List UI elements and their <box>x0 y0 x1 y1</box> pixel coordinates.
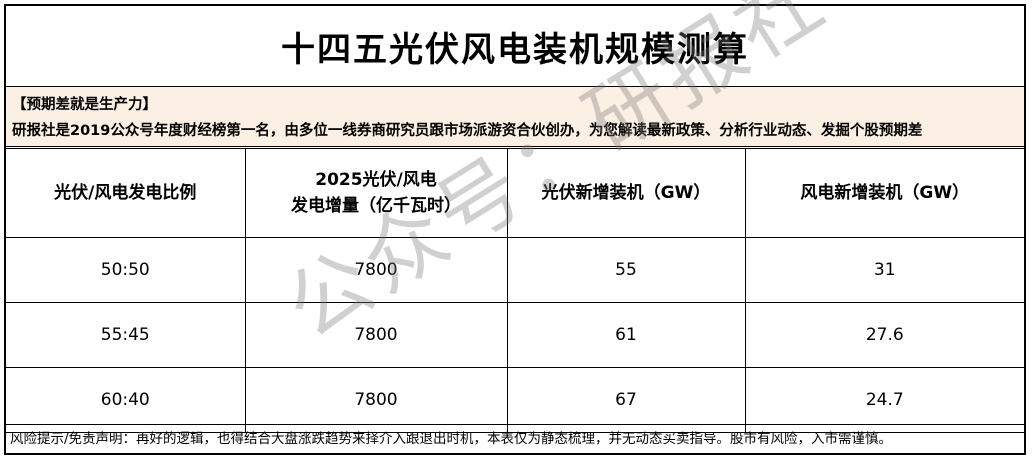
cell-wind: 24.7 <box>744 367 1024 433</box>
cell-generation: 7800 <box>244 237 508 303</box>
cell-wind: 27.6 <box>744 302 1024 368</box>
header-generation-increment: 2025光伏/风电 发电增量（亿千瓦时） <box>244 148 508 238</box>
cell-generation: 7800 <box>244 367 508 433</box>
header-generation-increment-text: 2025光伏/风电 发电增量（亿千瓦时） <box>291 170 461 216</box>
table-row: 50:50 7800 55 31 <box>6 237 1024 303</box>
estimate-sheet: 十四五光伏风电装机规模测算 【预期差就是生产力】 研报社是2019公众号年度财经… <box>4 4 1026 455</box>
header-ratio: 光伏/风电发电比例 <box>6 148 246 238</box>
cell-pv: 61 <box>506 302 746 368</box>
table-row: 55:45 7800 61 27.6 <box>6 302 1024 368</box>
sheet-title: 十四五光伏风电装机规模测算 <box>6 6 1024 87</box>
cell-ratio: 50:50 <box>6 237 246 303</box>
cell-pv: 67 <box>506 367 746 433</box>
capacity-table: 光伏/风电发电比例 2025光伏/风电 发电增量（亿千瓦时） 光伏新增装机（GW… <box>6 148 1024 433</box>
cell-generation: 7800 <box>244 302 508 368</box>
cell-ratio: 60:40 <box>6 367 246 433</box>
table-row: 60:40 7800 67 24.7 <box>6 367 1024 433</box>
header-wind-capacity: 风电新增装机（GW） <box>744 148 1024 238</box>
promo-banner: 【预期差就是生产力】 研报社是2019公众号年度财经榜第一名，由多位一线券商研究… <box>6 87 1024 147</box>
table-header-row: 光伏/风电发电比例 2025光伏/风电 发电增量（亿千瓦时） 光伏新增装机（GW… <box>6 148 1024 238</box>
promo-slogan: 【预期差就是生产力】 <box>12 97 157 113</box>
cell-pv: 55 <box>506 237 746 303</box>
disclaimer: 风险提示/免责声明：再好的逻辑，也得结合大盘涨跌趋势来择介入跟退出时机，本表仅为… <box>6 424 1024 453</box>
cell-ratio: 55:45 <box>6 302 246 368</box>
header-pv-capacity: 光伏新增装机（GW） <box>506 148 746 238</box>
cell-wind: 31 <box>744 237 1024 303</box>
promo-description: 研报社是2019公众号年度财经榜第一名，由多位一线券商研究员跟市场派游资合伙创办… <box>12 123 923 139</box>
